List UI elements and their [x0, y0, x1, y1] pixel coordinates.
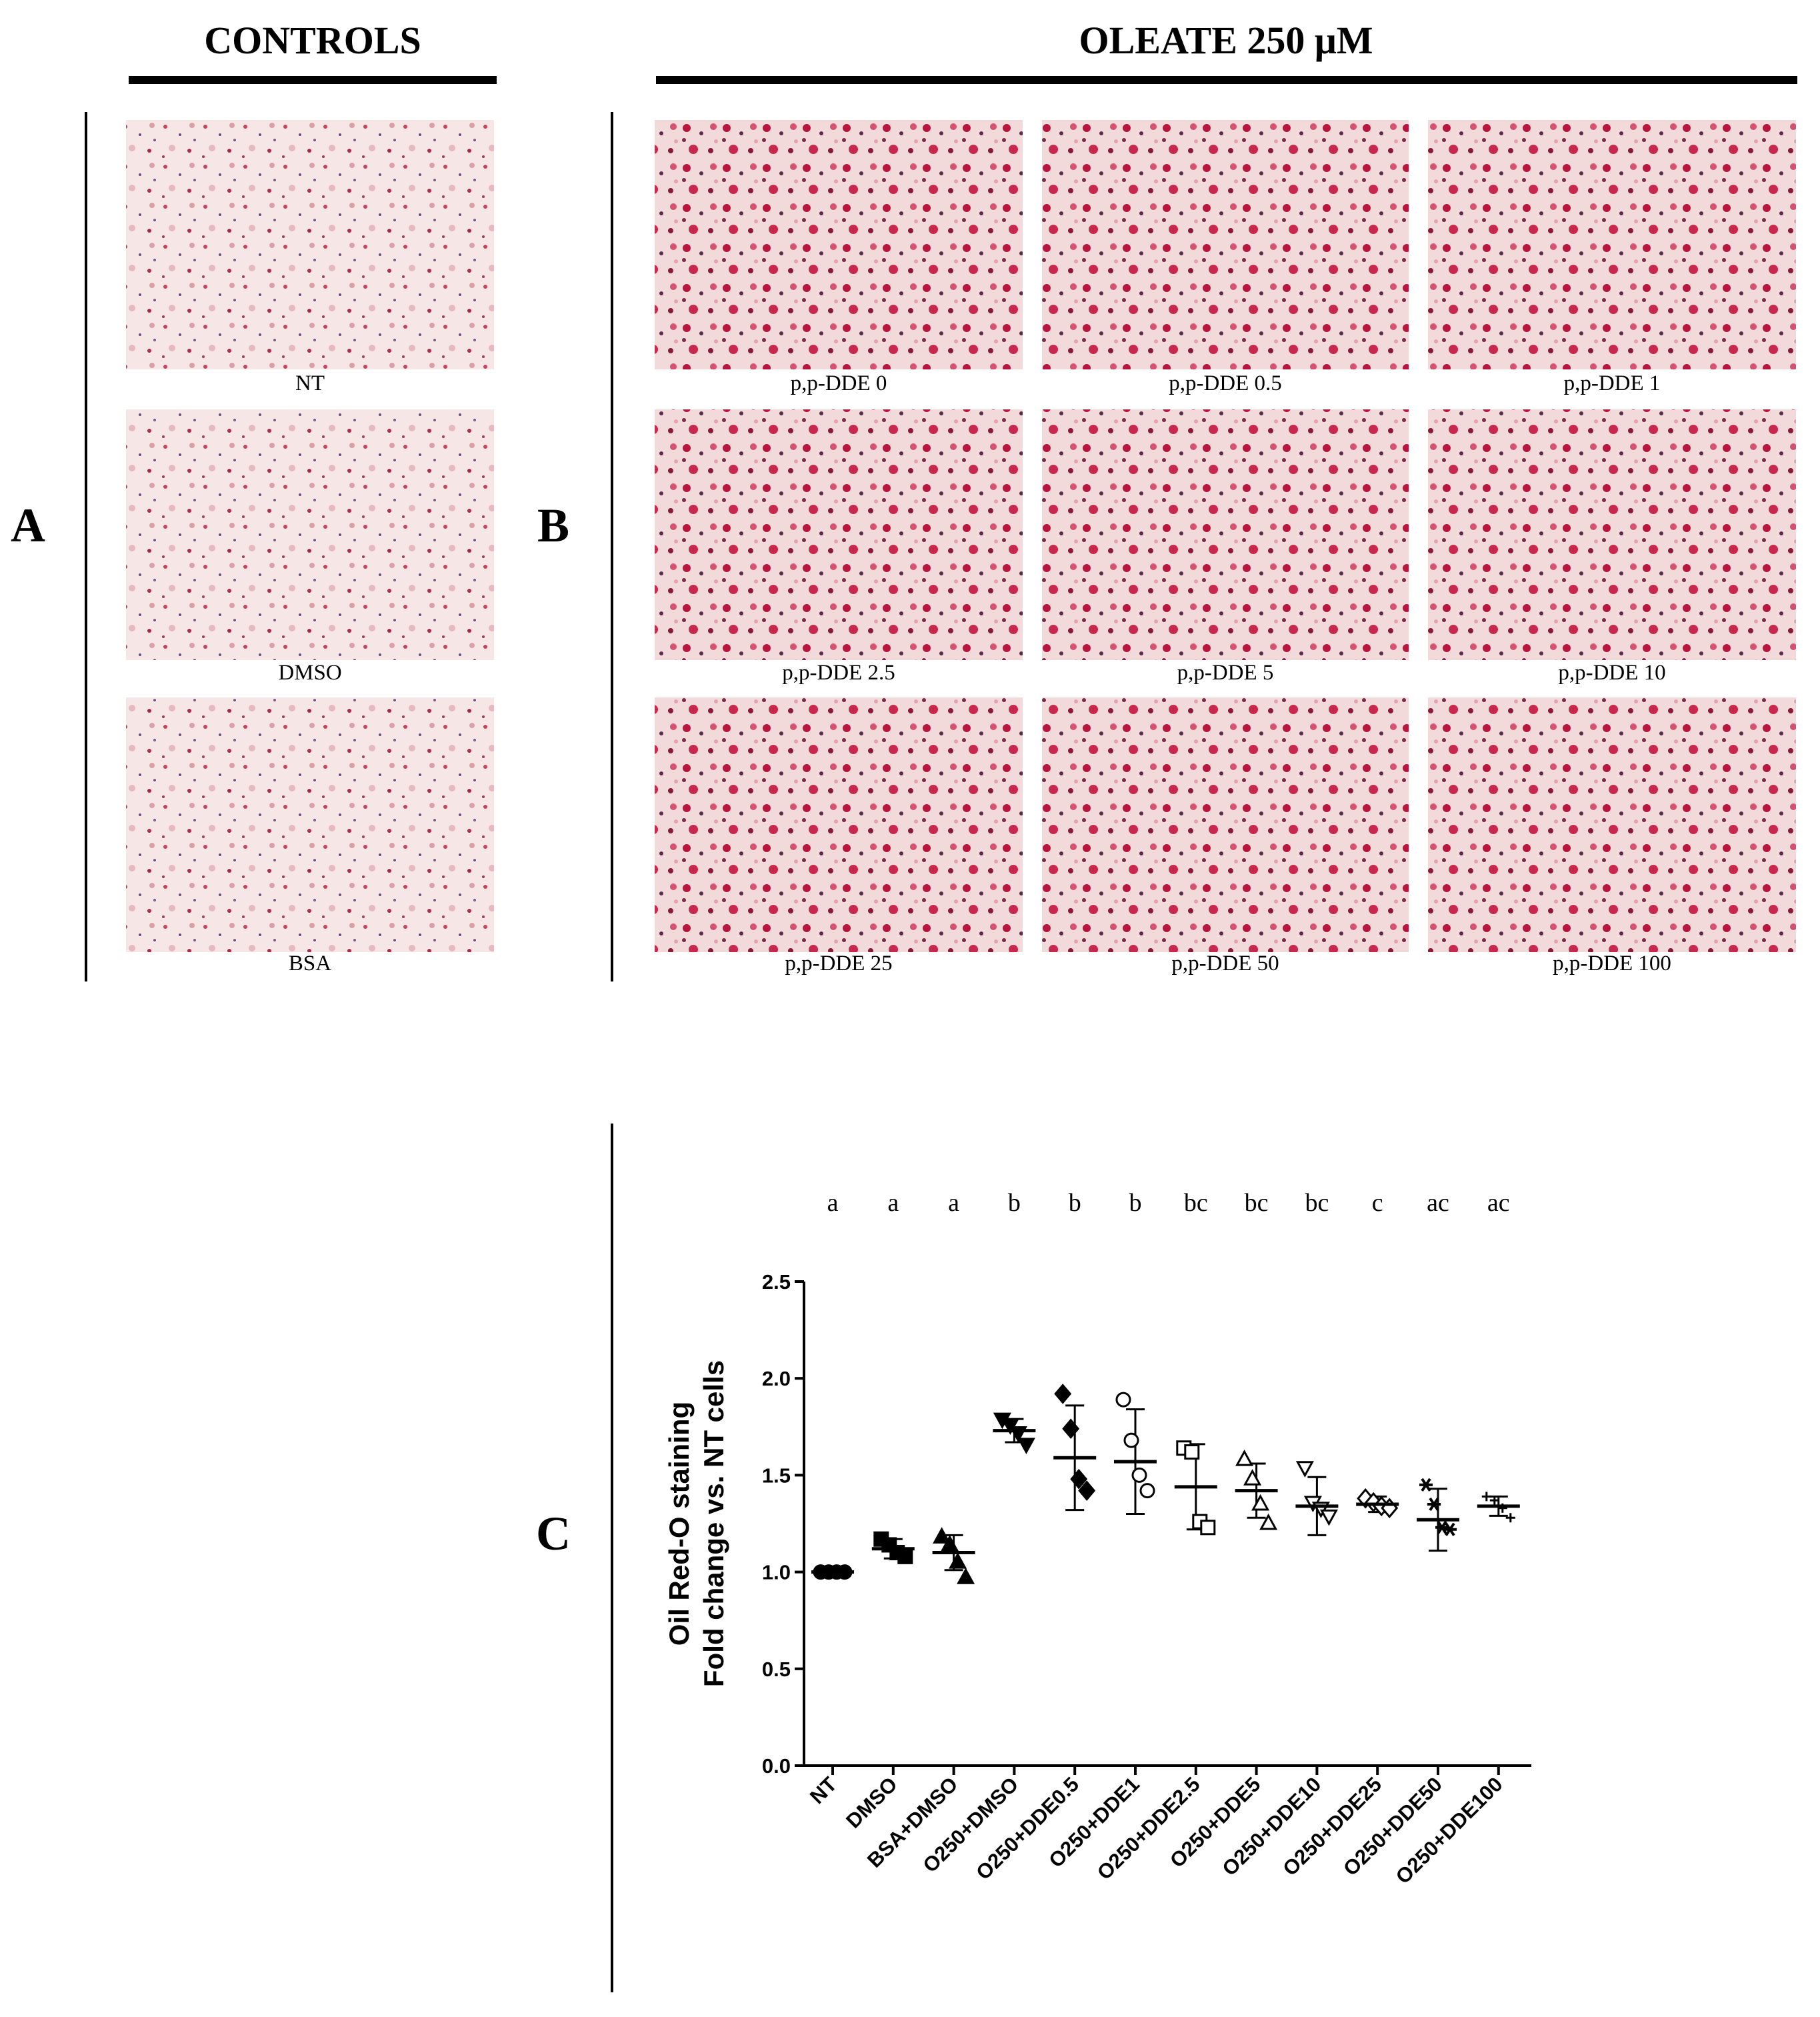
significance-letter: a — [887, 1189, 899, 1217]
data-point — [1123, 1432, 1139, 1448]
micrograph — [1428, 409, 1796, 660]
significance-letter: bc — [1184, 1189, 1208, 1217]
micrograph — [655, 409, 1023, 660]
micrograph — [655, 120, 1023, 369]
y-axis-label: Fold change vs. NT cells — [698, 1360, 729, 1687]
micrograph — [1042, 120, 1409, 369]
significance-letter: a — [948, 1189, 959, 1217]
image-label: p,p-DDE 2.5 — [782, 661, 895, 685]
image-label: p,p-DDE 50 — [1171, 951, 1279, 975]
image-label: p,p-DDE 0 — [791, 371, 887, 395]
data-point — [957, 1568, 975, 1584]
significance-letter: bc — [1305, 1189, 1329, 1217]
data-point — [1017, 1438, 1035, 1455]
data-point — [1427, 1497, 1441, 1512]
data-point — [897, 1548, 913, 1564]
image-label: NT — [295, 371, 325, 395]
micrograph — [655, 697, 1023, 952]
micrograph — [1428, 697, 1796, 952]
data-point — [1489, 1496, 1499, 1506]
image-label: BSA — [289, 951, 331, 975]
data-point — [1139, 1483, 1155, 1499]
data-point — [1505, 1513, 1515, 1523]
micrograph — [1042, 409, 1409, 660]
data-point — [1259, 1513, 1278, 1530]
significance-letter: ac — [1487, 1189, 1510, 1217]
y-tick-label: 1.0 — [762, 1561, 791, 1584]
data-point — [1243, 1469, 1262, 1486]
image-label: p,p-DDE 100 — [1553, 951, 1671, 975]
data-point — [1115, 1392, 1131, 1408]
x-tick-label: NT — [805, 1772, 841, 1808]
micrograph — [1428, 120, 1796, 369]
y-tick-label: 0.0 — [762, 1754, 791, 1778]
significance-letter: b — [1069, 1189, 1081, 1217]
x-tick-label: O250+DDE0.5 — [971, 1772, 1083, 1884]
panel-label: A — [11, 499, 45, 552]
y-tick-label: 2.0 — [762, 1367, 791, 1390]
image-label: DMSO — [278, 661, 341, 685]
data-point — [1078, 1480, 1096, 1501]
data-point — [1443, 1522, 1457, 1536]
micrograph — [126, 120, 494, 369]
data-point — [1435, 1520, 1449, 1534]
data-point — [1295, 1461, 1314, 1478]
image-label: p,p-DDE 10 — [1558, 661, 1665, 685]
data-point — [1131, 1467, 1147, 1483]
data-point — [1184, 1444, 1200, 1460]
x-tick-label: O250+DDE2.5 — [1093, 1772, 1205, 1884]
image-label: p,p-DDE 5 — [1177, 661, 1274, 685]
data-point — [1070, 1468, 1088, 1490]
data-point — [1200, 1520, 1216, 1536]
significance-letter: bc — [1245, 1189, 1269, 1217]
significance-letter: ac — [1427, 1189, 1449, 1217]
data-point — [1419, 1478, 1433, 1492]
data-point — [941, 1534, 959, 1552]
data-point — [1062, 1418, 1080, 1440]
y-tick-label: 1.5 — [762, 1464, 791, 1487]
panel-label: C — [536, 1507, 571, 1560]
data-point — [1054, 1384, 1072, 1404]
data-point — [933, 1527, 951, 1544]
data-point — [1481, 1492, 1491, 1502]
y-axis-label: Oil Red-O staining — [663, 1402, 695, 1646]
data-point — [1251, 1494, 1270, 1511]
micrograph — [1042, 697, 1409, 952]
image-label: p,p-DDE 1 — [1564, 371, 1661, 395]
image-label: p,p-DDE 0.5 — [1169, 371, 1282, 395]
oleate-title: OLEATE 250 μM — [1079, 19, 1373, 62]
significance-letter: a — [827, 1189, 839, 1217]
panel-label: B — [537, 499, 569, 552]
data-point — [949, 1552, 967, 1569]
micrograph — [126, 697, 494, 952]
x-tick-label: O250+DDE100 — [1391, 1772, 1507, 1888]
y-tick-label: 2.5 — [762, 1270, 791, 1294]
x-tick-label: DMSO — [841, 1772, 902, 1833]
y-tick-label: 0.5 — [762, 1658, 791, 1681]
data-point — [1001, 1418, 1019, 1436]
data-point — [1235, 1450, 1254, 1466]
image-label: p,p-DDE 25 — [785, 951, 892, 975]
micrograph — [126, 409, 494, 660]
significance-letter: c — [1372, 1189, 1383, 1217]
significance-letter: b — [1129, 1189, 1142, 1217]
significance-letter: b — [1008, 1189, 1021, 1217]
controls-title: CONTROLS — [204, 19, 421, 62]
data-point — [1319, 1509, 1338, 1526]
